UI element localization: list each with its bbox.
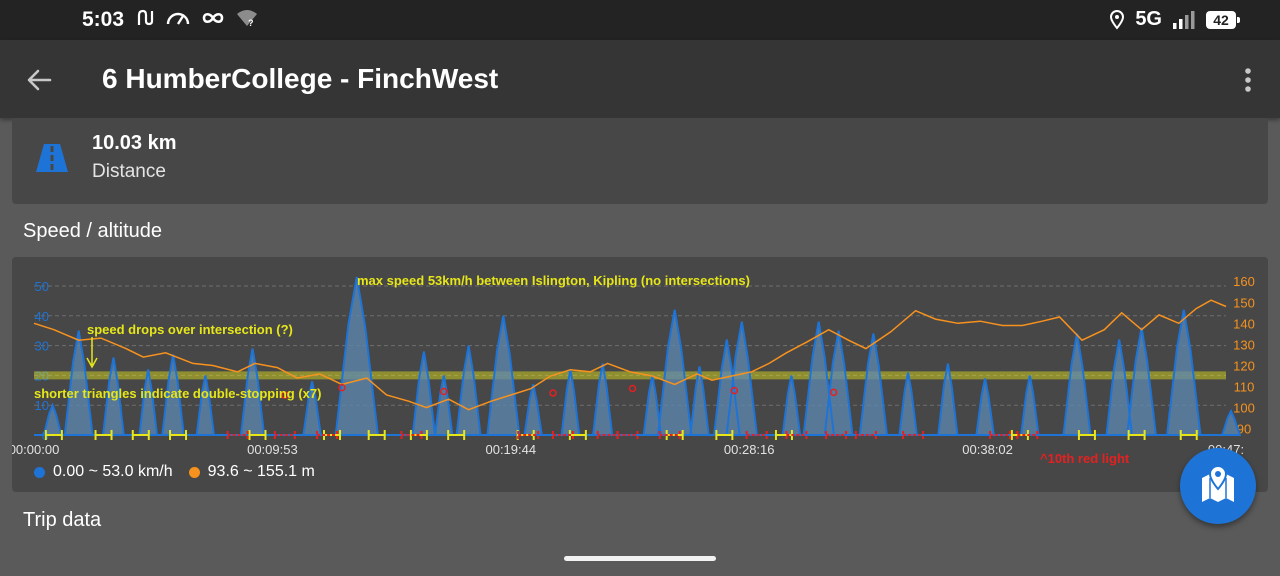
y-tick-left: 20 xyxy=(35,368,49,383)
wifi-unknown-icon: ? xyxy=(237,10,257,27)
annotation-double-stopping: shorter triangles indicate double-stoppi… xyxy=(34,386,321,401)
y-tick-right: 100 xyxy=(1233,401,1255,416)
red-light-marker xyxy=(226,431,249,439)
y-tick-right: 150 xyxy=(1233,295,1255,310)
svg-text:?: ? xyxy=(248,18,254,27)
red-light-point xyxy=(281,391,289,399)
y-tick-left: 50 xyxy=(35,279,49,294)
y-tick-right: 160 xyxy=(1233,274,1255,289)
speed-series-area xyxy=(34,276,1242,436)
network-type: 5G xyxy=(1135,8,1162,30)
chart-canvas[interactable]: 010203040509010011012013014015016000:00:… xyxy=(12,257,1268,492)
red-light-marker xyxy=(400,431,423,439)
speedometer-icon xyxy=(166,12,190,25)
intersection-speed-band xyxy=(34,371,1226,380)
legend-speed: 0.00 ~ 53.0 km/h xyxy=(34,463,173,481)
road-icon xyxy=(36,144,68,172)
red-light-marker xyxy=(825,431,848,439)
y-tick-left: 30 xyxy=(35,339,49,354)
distance-value: 10.03 km xyxy=(92,132,177,154)
y-tick-left: 40 xyxy=(35,309,49,324)
annotation-red-light: ^10th red light xyxy=(1040,451,1130,466)
yellow-stop-marker xyxy=(248,430,267,440)
y-tick-left: 10 xyxy=(35,398,49,413)
red-light-marker xyxy=(517,431,540,439)
yellow-stop-marker xyxy=(131,430,150,440)
x-tick: 00:19:44 xyxy=(485,442,536,457)
page-title: 6 HumberCollege - FinchWest xyxy=(102,63,499,94)
yellow-stop-marker xyxy=(1077,430,1096,440)
red-light-point xyxy=(338,383,346,392)
legend-altitude-dot xyxy=(188,466,200,478)
home-indicator[interactable] xyxy=(564,556,716,561)
x-tick: 00:28:16 xyxy=(724,442,775,457)
more-vert-icon[interactable] xyxy=(1232,64,1264,96)
y-tick-right: 130 xyxy=(1233,337,1255,352)
red-light-marker xyxy=(745,431,768,439)
y-tick-right: 110 xyxy=(1234,380,1255,395)
yellow-stop-marker xyxy=(367,430,386,440)
yellow-stop-marker xyxy=(1179,430,1198,440)
infinity-icon xyxy=(202,12,224,24)
red-light-point xyxy=(730,386,739,395)
status-bar: 5:03 ? 5G 42 xyxy=(0,0,1280,40)
speed-altitude-chart[interactable]: 010203040509010011012013014015016000:00:… xyxy=(12,257,1268,492)
y-tick-right: 120 xyxy=(1233,358,1255,373)
yellow-stop-marker xyxy=(44,430,63,440)
yellow-stop-marker xyxy=(94,430,113,440)
red-light-marker xyxy=(658,431,681,439)
x-tick: 00:38:02 xyxy=(962,442,1013,457)
red-light-marker xyxy=(785,431,808,439)
yellow-stop-marker xyxy=(447,430,466,440)
yellow-stop-marker xyxy=(1127,430,1146,440)
section-title-speed-altitude: Speed / altitude xyxy=(23,220,162,242)
red-light-point xyxy=(440,387,448,396)
status-time: 5:03 xyxy=(82,8,125,31)
map-button[interactable] xyxy=(1180,448,1256,524)
red-light-marker xyxy=(273,431,296,439)
red-light-marker xyxy=(1016,431,1039,439)
red-light-marker xyxy=(316,431,339,439)
red-light-marker xyxy=(989,431,1012,439)
map-location-icon xyxy=(1202,464,1234,502)
legend-speed-label: 0.00 ~ 53.0 km/h xyxy=(53,463,173,480)
x-tick: 00:00:00 xyxy=(12,442,59,457)
altitude-series-line xyxy=(33,299,1227,411)
red-light-marker xyxy=(616,431,639,439)
status-icons-left: ? xyxy=(136,9,258,27)
distance-label: Distance xyxy=(92,161,166,182)
red-light-point xyxy=(628,384,637,393)
red-light-marker xyxy=(551,431,574,439)
yellow-stop-marker xyxy=(715,430,734,440)
red-light-point xyxy=(829,388,838,397)
yellow-stop-marker xyxy=(169,430,188,440)
red-light-point xyxy=(549,389,557,397)
annotation-speed-drop: speed drops over intersection (?) xyxy=(87,322,293,337)
distance-card: 10.03 km Distance xyxy=(12,118,1268,204)
location-icon xyxy=(1110,9,1125,30)
red-light-marker xyxy=(854,431,877,439)
y-tick-right: 90 xyxy=(1237,422,1251,437)
section-title-trip-data: Trip data xyxy=(23,509,102,531)
legend-altitude-label: 93.6 ~ 155.1 m xyxy=(207,463,315,480)
legend-altitude: 93.6 ~ 155.1 m xyxy=(188,463,315,481)
annotation-arrow xyxy=(86,337,98,369)
y-tick-right: 140 xyxy=(1233,316,1255,331)
app-bar: 6 HumberCollege - FinchWest xyxy=(0,40,1280,118)
route-status-icon xyxy=(137,9,154,26)
x-tick: 00:09:53 xyxy=(247,442,298,457)
signal-icon xyxy=(1173,10,1195,29)
arrow-back-icon[interactable] xyxy=(20,60,60,100)
red-light-marker xyxy=(902,431,925,439)
chart-legend: 0.00 ~ 53.0 km/h 93.6 ~ 155.1 m xyxy=(34,463,315,481)
annotation-max-speed: max speed 53km/h between Islington, Kipl… xyxy=(357,273,750,288)
battery-icon: 42 xyxy=(1206,10,1240,29)
status-icons-right: 5G 42 xyxy=(1109,8,1240,31)
legend-speed-dot xyxy=(34,466,45,478)
